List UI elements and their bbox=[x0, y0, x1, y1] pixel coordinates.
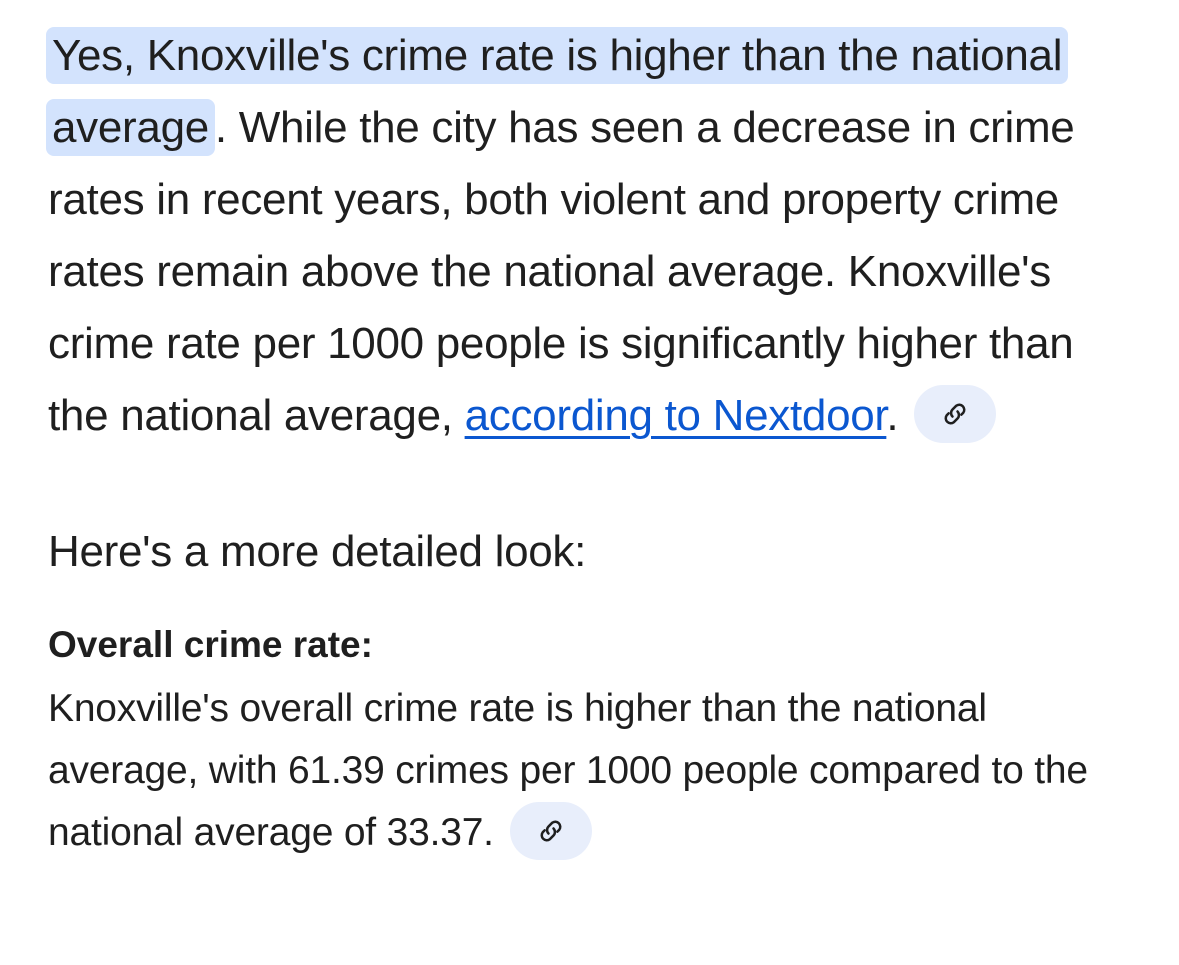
intro: Here's a more detailed look: bbox=[48, 527, 587, 576]
section-body: Knoxville's overall crime rate is higher… bbox=[48, 687, 1088, 854]
source-link[interactable]: according to Nextdoor bbox=[464, 391, 887, 440]
answer-end: . bbox=[886, 391, 899, 440]
answer-paragraph: Yes, Knoxville's crime rate is higher th… bbox=[46, 20, 1123, 452]
link-chip[interactable] bbox=[509, 801, 592, 860]
section-text: Knoxville's overall crime rate is higher… bbox=[48, 678, 1123, 864]
section-heading: Overall crime rate: bbox=[48, 624, 373, 665]
answer-text: . While the city has seen a decrease in … bbox=[48, 103, 1075, 440]
link-icon bbox=[944, 403, 966, 425]
link-icon bbox=[540, 820, 562, 842]
ai-overview: Yes, Knoxville's crime rate is higher th… bbox=[46, 20, 1123, 864]
link-chip[interactable] bbox=[914, 385, 997, 444]
